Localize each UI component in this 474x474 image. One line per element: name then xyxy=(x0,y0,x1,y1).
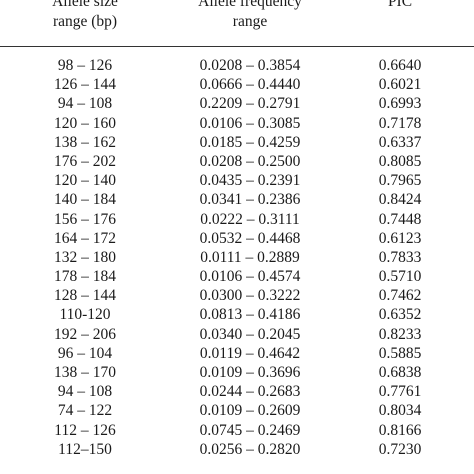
pic-cell: 0.7230 xyxy=(378,440,422,458)
table-row: 112–150 0.0256 – 0.2820 0.7230 xyxy=(0,440,474,459)
allele-frequency-cell: 0.0532 – 0.4468 xyxy=(199,229,301,247)
allele-size-cell: 74 – 122 xyxy=(57,402,113,420)
allele-frequency-cell: 0.0666 – 0.4440 xyxy=(199,76,301,94)
table-row: 138 – 170 0.0109 – 0.3696 0.6838 xyxy=(0,363,474,382)
allele-size-cell: 156 – 176 xyxy=(54,210,116,228)
allele-frequency-cell: 0.0111 – 0.2889 xyxy=(200,248,300,266)
allele-size-cell: 138 – 170 xyxy=(54,364,116,381)
table-row: 176 – 202 0.0208 – 0.2500 0.8085 xyxy=(0,152,474,171)
allele-frequency-cell: 0.0244 – 0.2683 xyxy=(199,383,301,401)
allele-size-cell: 138 – 162 xyxy=(54,133,116,151)
allele-frequency-cell: 0.0256 – 0.2820 xyxy=(199,440,301,458)
allele-frequency-cell: 0.0109 – 0.2609 xyxy=(199,402,301,420)
table-row: 132 – 180 0.0111 – 0.2889 0.7833 xyxy=(0,248,474,267)
pic-cell: 0.8233 xyxy=(378,325,422,343)
allele-size-cell: 132 – 180 xyxy=(54,248,116,266)
header-pic: PIC xyxy=(387,0,413,10)
pic-cell: 0.5885 xyxy=(378,344,422,362)
pic-cell: 0.7448 xyxy=(378,210,422,228)
table-row: 94 – 108 0.2209 – 0.2791 0.6993 xyxy=(0,94,474,113)
allele-size-cell: 164 – 172 xyxy=(54,229,116,247)
table-row: 96 – 104 0.0119 – 0.4642 0.5885 xyxy=(0,344,474,363)
table-row: 94 – 108 0.0244 – 0.2683 0.7761 xyxy=(0,382,474,401)
pic-cell: 0.7178 xyxy=(378,114,422,132)
allele-size-cell: 112 – 126 xyxy=(54,421,116,439)
allele-frequency-cell: 0.0208 – 0.3854 xyxy=(199,57,301,74)
allele-size-cell: 128 – 144 xyxy=(54,287,116,305)
allele-frequency-cell: 0.0185 – 0.4259 xyxy=(199,133,301,151)
table-row: 98 – 126 0.0208 – 0.3854 0.6640 xyxy=(0,56,474,75)
pic-cell: 0.6838 xyxy=(378,364,422,381)
table-row: 120 – 160 0.0106 – 0.3085 0.7178 xyxy=(0,114,474,133)
pic-cell: 0.7833 xyxy=(378,248,422,266)
pic-cell: 0.6123 xyxy=(378,229,422,247)
header-allele-size: Allele size range (bp) xyxy=(52,0,118,30)
allele-frequency-cell: 0.0745 – 0.2469 xyxy=(199,421,301,439)
allele-frequency-cell: 0.0222 – 0.3111 xyxy=(200,210,300,228)
table-row: 156 – 176 0.0222 – 0.3111 0.7448 xyxy=(0,210,474,229)
allele-size-cell: 140 – 184 xyxy=(54,191,116,209)
table-row: 192 – 206 0.0340 – 0.2045 0.8233 xyxy=(0,325,474,344)
allele-size-cell: 176 – 202 xyxy=(54,152,116,170)
table-row: 74 – 122 0.0109 – 0.2609 0.8034 xyxy=(0,401,474,420)
allele-frequency-cell: 0.0106 – 0.3085 xyxy=(199,114,301,132)
allele-frequency-cell: 0.0341 – 0.2386 xyxy=(199,191,301,209)
allele-size-cell: 94 – 108 xyxy=(57,95,113,113)
table-row: 120 – 140 0.0435 – 0.2391 0.7965 xyxy=(0,171,474,190)
allele-frequency-cell: 0.0340 – 0.2045 xyxy=(199,325,301,343)
allele-frequency-cell: 0.0813 – 0.4186 xyxy=(199,306,301,324)
pic-cell: 0.8085 xyxy=(378,152,422,170)
pic-cell: 0.6993 xyxy=(378,95,422,113)
allele-size-cell: 120 – 160 xyxy=(54,114,116,132)
pic-cell: 0.8424 xyxy=(378,191,422,209)
table-row: 128 – 144 0.0300 – 0.3222 0.7462 xyxy=(0,286,474,305)
data-table: Allele size range (bp) Allele frequency … xyxy=(0,0,474,458)
table-row: 140 – 184 0.0341 – 0.2386 0.8424 xyxy=(0,190,474,209)
header-allele-frequency: Allele frequency range xyxy=(198,0,302,30)
table-row: 178 – 184 0.0106 – 0.4574 0.5710 xyxy=(0,267,474,286)
allele-size-cell: 94 – 108 xyxy=(57,383,113,401)
pic-cell: 0.5710 xyxy=(378,268,422,286)
allele-frequency-cell: 0.0208 – 0.2500 xyxy=(199,152,301,170)
allele-frequency-cell: 0.0106 – 0.4574 xyxy=(199,268,301,286)
pic-cell: 0.6021 xyxy=(378,76,422,94)
allele-size-cell: 120 – 140 xyxy=(54,172,116,190)
pic-cell: 0.6337 xyxy=(378,133,422,151)
allele-size-cell: 98 – 126 xyxy=(57,57,113,74)
pic-cell: 0.8166 xyxy=(378,421,422,439)
pic-cell: 0.7462 xyxy=(378,287,422,305)
pic-cell: 0.7965 xyxy=(378,172,422,190)
table-row: 164 – 172 0.0532 – 0.4468 0.6123 xyxy=(0,229,474,248)
allele-size-cell: 126 – 144 xyxy=(54,76,116,94)
allele-frequency-cell: 0.2209 – 0.2791 xyxy=(199,95,301,113)
table-header: Allele size range (bp) Allele frequency … xyxy=(0,0,474,46)
allele-frequency-cell: 0.0435 – 0.2391 xyxy=(199,172,301,190)
allele-size-cell: 178 – 184 xyxy=(54,268,116,286)
allele-frequency-cell: 0.0119 – 0.4642 xyxy=(199,344,301,362)
table-row: 138 – 162 0.0185 – 0.4259 0.6337 xyxy=(0,133,474,152)
pic-cell: 0.6352 xyxy=(378,306,422,324)
allele-size-cell: 110-120 xyxy=(59,306,111,324)
table-row: 112 – 126 0.0745 – 0.2469 0.8166 xyxy=(0,421,474,440)
pic-cell: 0.8034 xyxy=(378,402,422,420)
allele-frequency-cell: 0.0109 – 0.3696 xyxy=(199,364,301,381)
allele-frequency-cell: 0.0300 – 0.3222 xyxy=(199,287,301,305)
table-row: 110-120 0.0813 – 0.4186 0.6352 xyxy=(0,305,474,324)
table-body: 98 – 126 0.0208 – 0.3854 0.6640 126 – 144 0.… xyxy=(0,56,474,459)
table-row: 126 – 144 0.0666 – 0.4440 0.6021 xyxy=(0,75,474,94)
allele-size-cell: 112–150 xyxy=(58,440,112,458)
allele-size-cell: 192 – 206 xyxy=(54,325,116,343)
header-rule xyxy=(0,46,474,47)
pic-cell: 0.7761 xyxy=(378,383,422,401)
allele-size-cell: 96 – 104 xyxy=(57,344,113,362)
pic-cell: 0.6640 xyxy=(378,57,422,74)
